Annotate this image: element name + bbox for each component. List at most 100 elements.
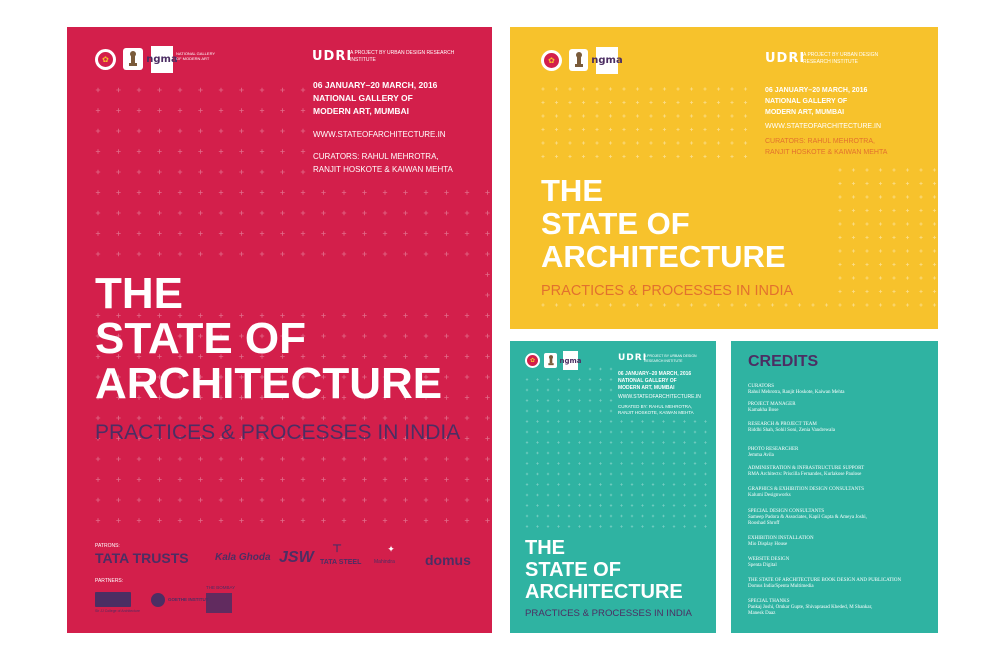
crosshair-mark — [641, 483, 644, 486]
crosshair-mark — [280, 497, 285, 503]
crosshair-mark — [620, 493, 623, 497]
crosshair-mark — [157, 149, 162, 154]
crosshair-mark — [157, 87, 162, 93]
crosshair-mark — [300, 415, 306, 421]
curators-line-1: CURATORS: RAHUL MEHROTRA, — [765, 138, 875, 145]
crosshair-mark — [485, 354, 490, 359]
crosshair-mark — [136, 518, 142, 523]
crosshair-mark — [536, 388, 539, 392]
crosshair-mark — [546, 462, 550, 465]
crosshair-mark — [198, 374, 203, 380]
crosshair-mark — [403, 313, 408, 318]
crosshair-mark — [444, 374, 449, 380]
crosshair-mark — [136, 395, 142, 400]
crosshair-mark — [581, 100, 586, 105]
crosshair-mark — [157, 374, 162, 380]
crosshair-mark — [239, 251, 244, 257]
credits-title: CREDITS — [748, 353, 819, 370]
crosshair-mark — [177, 210, 183, 216]
credit-special-thanks: SPECIAL THANKS Pankaj Joshi, Omkar Gupte,… — [748, 599, 872, 617]
crosshair-mark — [198, 518, 203, 523]
crosshair-mark — [403, 518, 408, 523]
crosshair-mark — [403, 354, 408, 359]
crosshair-mark — [239, 231, 244, 236]
crosshair-mark — [444, 415, 449, 421]
crosshair-mark — [423, 210, 429, 216]
crosshair-mark — [865, 222, 869, 226]
crosshair-mark — [588, 462, 592, 465]
crosshair-mark — [239, 149, 244, 154]
crosshair-mark — [536, 483, 539, 486]
crosshair-mark — [865, 195, 869, 199]
crosshair-mark — [536, 430, 539, 434]
crosshair-mark — [136, 354, 142, 359]
crosshair-mark — [554, 87, 559, 91]
crosshair-mark — [554, 114, 559, 118]
crosshair-mark — [567, 504, 571, 507]
crosshair-mark — [689, 303, 694, 307]
crosshair-mark — [693, 420, 697, 423]
crosshair-mark — [280, 87, 285, 93]
jj-college-logo-icon — [95, 592, 131, 607]
crosshair-mark — [464, 333, 470, 339]
crosshair-mark — [635, 114, 640, 118]
crosshair-mark — [259, 395, 265, 400]
crosshair-mark — [567, 430, 571, 434]
credit-value: RMA Architects: Priscilla Fernandes, Kur… — [748, 472, 862, 477]
crosshair-mark — [599, 525, 602, 528]
crosshair-mark — [730, 100, 734, 105]
crosshair-mark — [578, 378, 581, 381]
crosshair-mark — [824, 303, 829, 307]
curators-line-1: CURATORS: RAHUL MEHROTRA, — [313, 152, 439, 161]
crosshair-mark — [578, 399, 581, 402]
crosshair-mark — [865, 208, 869, 213]
crosshair-mark — [239, 354, 244, 359]
crosshair-mark — [321, 436, 326, 441]
crosshair-mark — [321, 456, 326, 462]
crosshair-mark — [403, 374, 408, 380]
government-emblem-icon — [123, 48, 143, 70]
crosshair-mark — [851, 262, 856, 267]
crosshair-mark — [557, 430, 560, 434]
crosshair-mark — [557, 525, 560, 528]
crosshair-mark — [116, 313, 121, 318]
crosshair-mark — [919, 235, 923, 240]
crosshair-mark — [546, 399, 550, 402]
patrons-label: PATRONS: — [95, 543, 120, 549]
crosshair-mark — [851, 195, 856, 199]
crosshair-mark — [485, 313, 490, 318]
crosshair-mark — [444, 251, 449, 257]
crosshair-mark — [464, 395, 470, 400]
crosshair-mark — [704, 451, 707, 455]
crosshair-mark — [676, 114, 680, 118]
crosshair-mark — [116, 149, 121, 154]
crosshair-mark — [218, 108, 224, 113]
crosshair-mark — [239, 456, 244, 462]
crosshair-mark — [865, 289, 869, 294]
crosshair-mark — [525, 399, 529, 402]
exhibition-dates: 06 JANUARY–20 MARCH, 2016 — [313, 80, 438, 90]
credit-heading: PROJECT MANAGER — [748, 402, 796, 407]
crosshair-mark — [622, 141, 626, 145]
crosshair-mark — [95, 108, 101, 113]
crosshair-mark — [919, 208, 923, 213]
crosshair-mark — [838, 235, 842, 240]
crosshair-mark — [423, 518, 429, 523]
crosshair-mark — [567, 409, 571, 413]
crosshair-mark — [757, 303, 761, 307]
crosshair-mark — [919, 289, 923, 294]
crosshair-mark — [403, 333, 408, 339]
crosshair-mark — [321, 395, 326, 400]
crosshair-mark — [546, 493, 550, 497]
crosshair-mark — [239, 477, 244, 482]
crosshair-mark — [177, 251, 183, 257]
crosshair-mark — [838, 168, 842, 172]
crosshair-mark — [218, 497, 224, 503]
crosshair-mark — [892, 222, 896, 226]
crosshair-mark — [464, 354, 470, 359]
crosshair-mark — [662, 441, 665, 444]
crosshair-mark — [676, 100, 680, 105]
crosshair-mark — [567, 378, 571, 381]
crosshair-mark — [651, 483, 655, 486]
crosshair-mark — [541, 303, 545, 307]
